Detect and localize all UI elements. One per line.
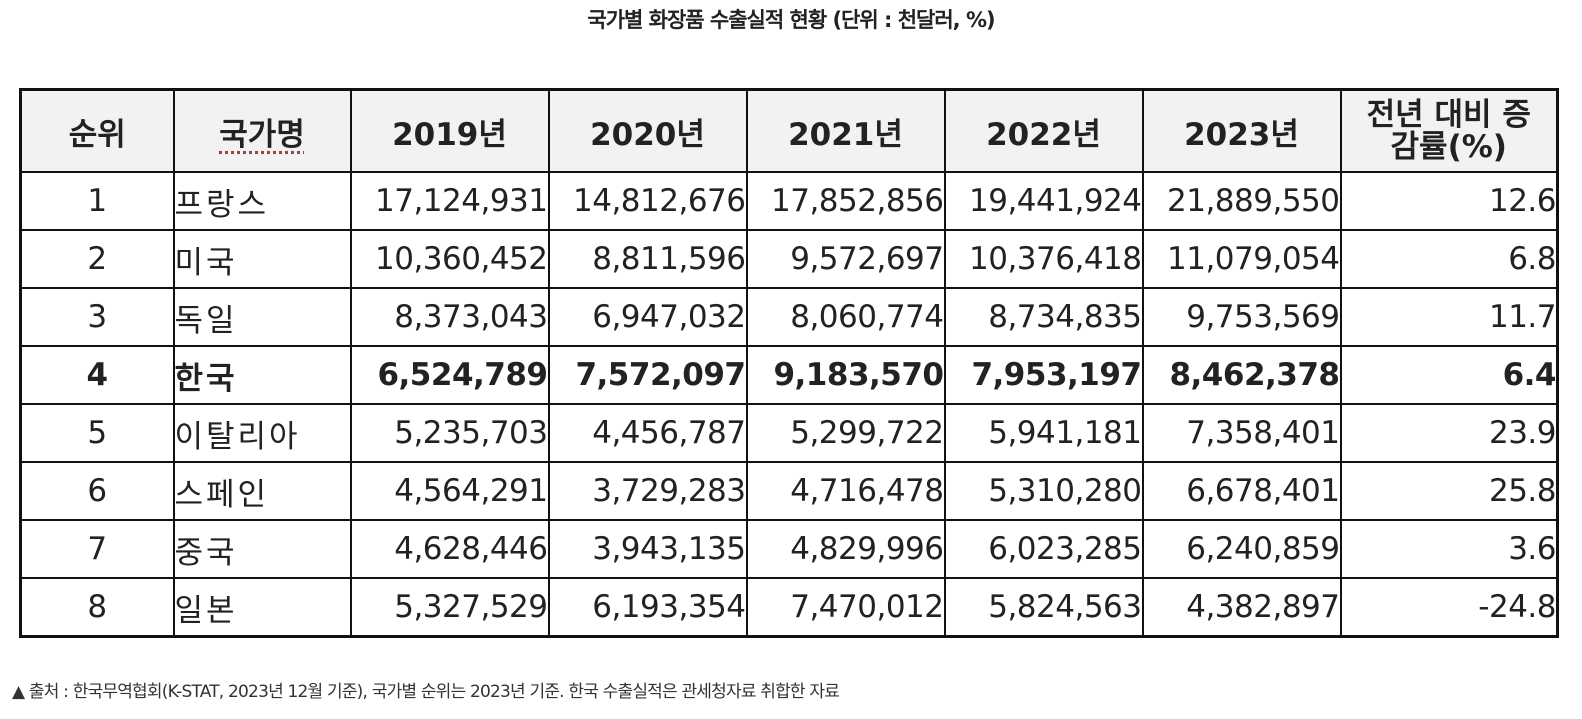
cell-2023: 9,753,569: [1141, 287, 1342, 347]
cell-change-rate: 25.8: [1339, 461, 1559, 521]
cell-2022: 7,953,197: [943, 345, 1144, 405]
source-footnote: ▲ 출처 : 한국무역협회(K-STAT, 2023년 12월 기준), 국가별…: [12, 682, 840, 702]
cell-2019: 4,628,446: [349, 519, 550, 579]
cell-change-rate: 6.8: [1339, 229, 1559, 289]
cell-country: 독일: [172, 287, 352, 347]
cell-2021: 5,299,722: [745, 403, 946, 463]
cell-rank: 5: [19, 403, 175, 463]
cell-country: 스페인: [172, 461, 352, 521]
cell-country: 프랑스: [172, 171, 352, 231]
cell-2021: 17,852,856: [745, 171, 946, 231]
cell-2021: 4,716,478: [745, 461, 946, 521]
header-country-label: 국가명: [219, 116, 305, 153]
cell-2023: 21,889,550: [1141, 171, 1342, 231]
cell-2023: 4,382,897: [1141, 577, 1342, 638]
cell-rank: 7: [19, 519, 175, 579]
header-2023: 2023년: [1141, 88, 1342, 173]
cell-2022: 10,376,418: [943, 229, 1144, 289]
cell-change-rate: 6.4: [1339, 345, 1559, 405]
cell-country: 이탈리아: [172, 403, 352, 463]
cell-2021: 9,572,697: [745, 229, 946, 289]
cell-2021: 4,829,996: [745, 519, 946, 579]
cell-country: 미국: [172, 229, 352, 289]
cell-2020: 4,456,787: [547, 403, 748, 463]
cell-2023: 7,358,401: [1141, 403, 1342, 463]
cell-change-rate: 12.6: [1339, 171, 1559, 231]
cell-2023: 6,678,401: [1141, 461, 1342, 521]
cell-change-rate: 3.6: [1339, 519, 1559, 579]
header-2019: 2019년: [349, 88, 550, 173]
table-row: 2 미국 10,360,452 8,811,596 9,572,697 10,3…: [19, 229, 1559, 289]
cell-2021: 7,470,012: [745, 577, 946, 638]
page-title: 국가별 화장품 수출실적 현황 (단위 : 천달러, %): [587, 8, 995, 32]
cell-2023: 6,240,859: [1141, 519, 1342, 579]
header-2020: 2020년: [547, 88, 748, 173]
cell-2022: 5,824,563: [943, 577, 1144, 638]
table-row: 8 일본 5,327,529 6,193,354 7,470,012 5,824…: [19, 577, 1559, 638]
cell-2019: 5,235,703: [349, 403, 550, 463]
cell-2023: 11,079,054: [1141, 229, 1342, 289]
cell-2019: 6,524,789: [349, 345, 550, 405]
cell-2023: 8,462,378: [1141, 345, 1342, 405]
cell-2022: 19,441,924: [943, 171, 1144, 231]
cell-2019: 17,124,931: [349, 171, 550, 231]
cell-2019: 5,327,529: [349, 577, 550, 638]
cell-rank: 4: [19, 345, 175, 405]
table-row-highlighted: 4 한국 6,524,789 7,572,097 9,183,570 7,953…: [19, 345, 1559, 405]
cell-2020: 6,947,032: [547, 287, 748, 347]
table-header-row: 순위 국가명 2019년 2020년 2021년 2022년 2023년 전년 …: [19, 88, 1559, 173]
header-2022: 2022년: [943, 88, 1144, 173]
cell-2019: 10,360,452: [349, 229, 550, 289]
table-row: 3 독일 8,373,043 6,947,032 8,060,774 8,734…: [19, 287, 1559, 347]
table-row: 7 중국 4,628,446 3,943,135 4,829,996 6,023…: [19, 519, 1559, 579]
cell-country: 중국: [172, 519, 352, 579]
cell-2021: 9,183,570: [745, 345, 946, 405]
cell-rank: 6: [19, 461, 175, 521]
header-change-rate: 전년 대비 증감률(%): [1339, 88, 1559, 173]
cell-rank: 2: [19, 229, 175, 289]
header-country: 국가명: [172, 88, 352, 173]
header-2021: 2021년: [745, 88, 946, 173]
cell-2020: 7,572,097: [547, 345, 748, 405]
cell-rank: 3: [19, 287, 175, 347]
cell-2020: 8,811,596: [547, 229, 748, 289]
header-rank: 순위: [19, 88, 175, 173]
table-row: 1 프랑스 17,124,931 14,812,676 17,852,856 1…: [19, 171, 1559, 231]
cell-2022: 6,023,285: [943, 519, 1144, 579]
cell-country: 일본: [172, 577, 352, 638]
cell-change-rate: 11.7: [1339, 287, 1559, 347]
cell-rank: 8: [19, 577, 175, 638]
cell-2020: 3,943,135: [547, 519, 748, 579]
cell-2019: 4,564,291: [349, 461, 550, 521]
cell-2022: 5,941,181: [943, 403, 1144, 463]
cell-change-rate: -24.8: [1339, 577, 1559, 638]
cell-2022: 5,310,280: [943, 461, 1144, 521]
cell-2020: 6,193,354: [547, 577, 748, 638]
cell-2020: 3,729,283: [547, 461, 748, 521]
cell-2019: 8,373,043: [349, 287, 550, 347]
cell-rank: 1: [19, 171, 175, 231]
cell-2022: 8,734,835: [943, 287, 1144, 347]
cell-change-rate: 23.9: [1339, 403, 1559, 463]
table-row: 5 이탈리아 5,235,703 4,456,787 5,299,722 5,9…: [19, 403, 1559, 463]
cell-2020: 14,812,676: [547, 171, 748, 231]
cell-2021: 8,060,774: [745, 287, 946, 347]
cell-country: 한국: [172, 345, 352, 405]
table-row: 6 스페인 4,564,291 3,729,283 4,716,478 5,31…: [19, 461, 1559, 521]
export-table: 순위 국가명 2019년 2020년 2021년 2022년 2023년 전년 …: [19, 88, 1559, 638]
